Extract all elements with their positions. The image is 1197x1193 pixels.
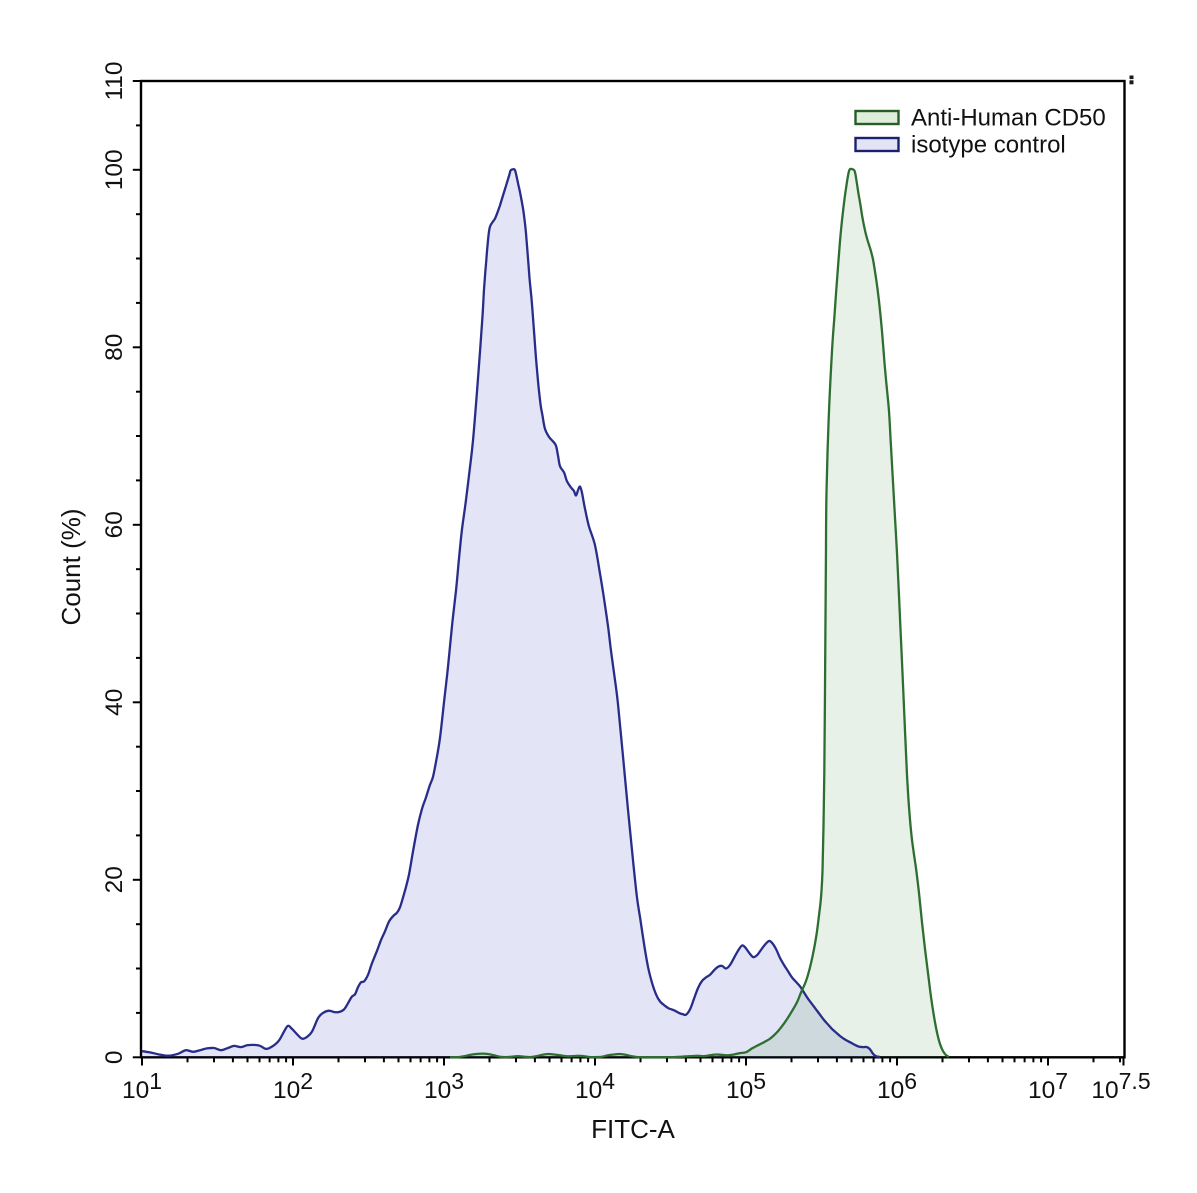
svg-text:Anti-Human CD50: Anti-Human CD50: [911, 105, 1106, 132]
svg-text:40: 40: [101, 689, 128, 716]
svg-text:104: 104: [575, 1068, 615, 1104]
svg-text:106: 106: [877, 1068, 917, 1104]
svg-text:isotype control: isotype control: [911, 131, 1066, 158]
svg-text:110: 110: [101, 61, 128, 100]
svg-text:103: 103: [424, 1068, 464, 1104]
svg-text:Count (%): Count (%): [56, 508, 86, 625]
svg-text:105: 105: [726, 1068, 766, 1104]
svg-text:101: 101: [122, 1068, 162, 1104]
svg-text:107.5: 107.5: [1091, 1068, 1150, 1104]
svg-text:0: 0: [101, 1050, 128, 1064]
svg-text:80: 80: [101, 334, 128, 361]
svg-text:100: 100: [101, 149, 128, 190]
svg-text:FITC-A: FITC-A: [591, 1114, 675, 1144]
svg-text:107: 107: [1028, 1068, 1068, 1104]
svg-text:20: 20: [101, 866, 128, 893]
svg-text:60: 60: [101, 511, 128, 538]
svg-text:102: 102: [273, 1068, 313, 1104]
